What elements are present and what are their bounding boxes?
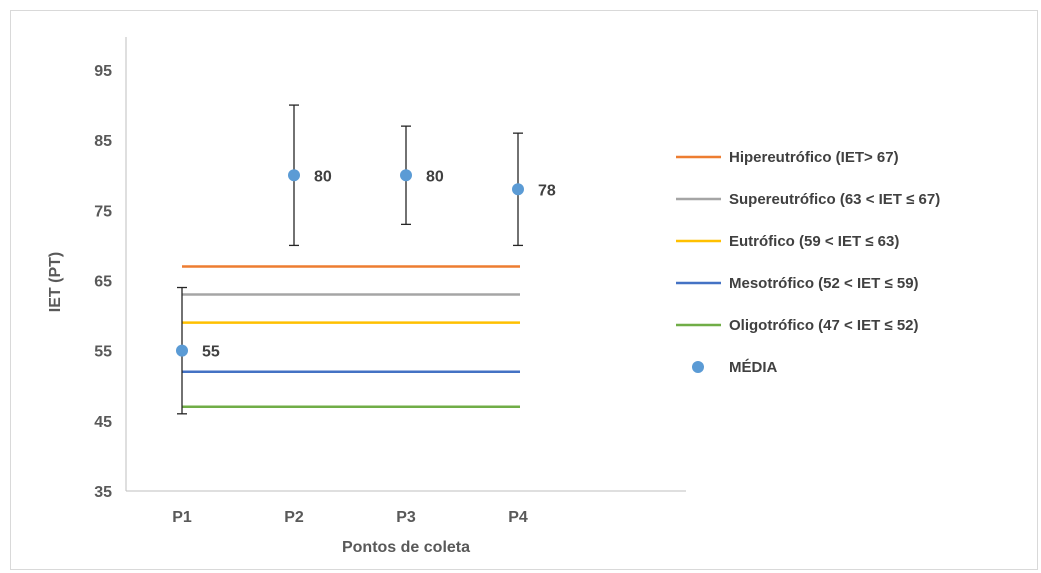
y-tick-label: 75 bbox=[94, 203, 112, 220]
legend-label: Hipereutrófico (IET> 67) bbox=[729, 149, 899, 166]
legend-label: MÉDIA bbox=[729, 359, 778, 376]
x-tick-label: P4 bbox=[508, 509, 528, 526]
x-tick-label: P2 bbox=[284, 509, 304, 526]
y-tick-label: 35 bbox=[94, 484, 112, 501]
y-tick-label: 45 bbox=[94, 414, 112, 431]
legend-label: Oligotrófico (47 < IET ≤ 52) bbox=[729, 317, 919, 334]
axes: 35 45 55 65 75 85 95 P1 P2 P3 P4 bbox=[94, 37, 686, 526]
y-axis-title: IET (PT) bbox=[47, 252, 64, 312]
error-bars bbox=[177, 104, 523, 415]
x-tick-label: P3 bbox=[396, 509, 416, 526]
data-label: 78 bbox=[538, 182, 556, 199]
y-tick-label: 85 bbox=[94, 133, 112, 150]
data-label: 80 bbox=[314, 168, 332, 185]
reference-lines bbox=[182, 265, 520, 409]
data-point bbox=[288, 169, 300, 182]
data-point bbox=[512, 183, 524, 196]
data-point bbox=[176, 344, 188, 357]
x-axis-title: Pontos de coleta bbox=[342, 539, 470, 556]
data-label: 55 bbox=[202, 344, 220, 361]
chart-frame bbox=[10, 10, 1038, 570]
y-tick-label: 55 bbox=[94, 344, 112, 361]
y-tick-label: 95 bbox=[94, 63, 112, 80]
legend-label: Eutrófico (59 < IET ≤ 63) bbox=[729, 233, 899, 250]
legend: Hipereutrófico (IET> 67) Supereutrófico (… bbox=[676, 149, 940, 376]
y-tick-label: 65 bbox=[94, 274, 112, 291]
data-points: 55 80 80 78 bbox=[176, 168, 556, 361]
legend-label: Mesotrófico (52 < IET ≤ 59) bbox=[729, 275, 919, 292]
legend-label: Supereutrófico (63 < IET ≤ 67) bbox=[729, 191, 940, 208]
legend-marker bbox=[692, 361, 704, 373]
data-point bbox=[400, 169, 412, 182]
x-tick-label: P1 bbox=[172, 509, 192, 526]
data-label: 80 bbox=[426, 168, 444, 185]
